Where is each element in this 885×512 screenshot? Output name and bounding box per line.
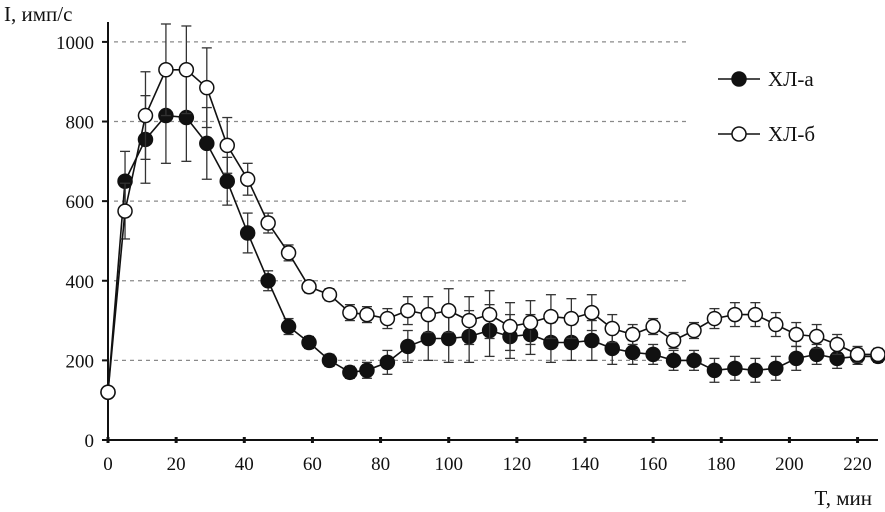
y-tick-label: 400 [66, 272, 95, 293]
data-point [829, 336, 845, 353]
data-point [137, 107, 154, 124]
data-point [563, 310, 580, 327]
data-point [342, 304, 358, 321]
data-point [239, 171, 256, 187]
data-point [768, 360, 784, 377]
data-point [502, 318, 518, 335]
tick-marks [102, 40, 860, 443]
data-point [706, 310, 723, 327]
x-tick-label: 40 [235, 454, 254, 475]
x-tick-label: 200 [775, 454, 804, 475]
data-point [604, 320, 620, 337]
data-point [522, 314, 539, 331]
data-point [359, 362, 375, 379]
data-point [543, 308, 559, 325]
data-point [321, 352, 338, 369]
series-layer [100, 23, 885, 400]
legend: ХЛ-а ХЛ-б [718, 67, 815, 146]
data-point [706, 362, 723, 379]
data-point [686, 352, 702, 369]
x-tick-label: 80 [371, 454, 390, 475]
data-point [870, 346, 885, 363]
data-point [280, 318, 297, 335]
x-tick-label: 0 [103, 454, 113, 475]
data-point [849, 346, 866, 363]
data-point [239, 225, 256, 241]
series-xl-b [100, 23, 885, 400]
data-point [260, 215, 276, 231]
x-tick-label: 20 [167, 454, 186, 475]
data-point [604, 340, 620, 357]
data-point [788, 350, 804, 367]
x-tick-label: 60 [303, 454, 322, 475]
axes [107, 22, 878, 441]
data-point [342, 364, 358, 381]
x-tick-label: 180 [707, 454, 736, 475]
data-point [420, 330, 437, 347]
data-point [665, 332, 682, 349]
y-tick-label: 800 [66, 113, 95, 134]
data-point [686, 322, 702, 339]
data-point [359, 306, 375, 323]
data-point [624, 326, 641, 343]
data-point [584, 304, 600, 321]
data-point [727, 360, 743, 377]
x-tick-label: 140 [571, 454, 600, 475]
legend-marker-xl-a [731, 71, 747, 87]
data-point [379, 310, 396, 327]
data-point [199, 135, 215, 152]
data-point [219, 137, 235, 154]
x-tick-label: 100 [434, 454, 463, 475]
data-point [199, 79, 215, 96]
data-point [768, 316, 784, 333]
data-point [584, 332, 600, 349]
data-point [624, 344, 641, 361]
data-point [808, 328, 825, 345]
y-axis-label: I, имп/с [4, 2, 72, 26]
data-point [219, 173, 235, 189]
legend-label-xl-b: ХЛ-б [768, 122, 815, 146]
data-point [400, 338, 416, 355]
data-point [178, 62, 195, 78]
data-point [481, 306, 498, 323]
data-point [400, 302, 416, 319]
data-point [727, 306, 743, 323]
x-tick-label: 160 [639, 454, 668, 475]
data-point [260, 273, 276, 289]
legend-marker-xl-b [731, 126, 747, 142]
data-point [747, 306, 764, 323]
data-point [379, 354, 396, 371]
y-tick-label: 0 [85, 431, 95, 452]
series-xl-a [100, 67, 885, 400]
y-tick-label: 200 [66, 351, 95, 372]
data-point [440, 302, 457, 319]
data-point [645, 318, 661, 335]
data-point [645, 346, 661, 363]
x-tick-label: 120 [503, 454, 532, 475]
data-point [461, 312, 477, 329]
data-point [301, 278, 317, 295]
y-tick-label: 600 [66, 192, 95, 213]
data-point [100, 384, 116, 400]
x-tick-label: 220 [843, 454, 872, 475]
data-point [301, 334, 317, 351]
data-point [420, 306, 437, 323]
data-point [117, 203, 133, 219]
data-point [158, 62, 174, 78]
data-point [808, 346, 825, 363]
y-tick-label: 1000 [56, 33, 94, 54]
data-point [280, 245, 297, 261]
data-point [788, 326, 804, 343]
tick-labels: 0 200 400 600 800 1000 0 20 40 60 80 100 120 140 160 18… [56, 33, 872, 475]
data-point [747, 362, 764, 379]
data-point [665, 352, 682, 369]
x-axis-label: T, мин [814, 486, 872, 510]
data-point [321, 286, 338, 303]
data-point [440, 330, 457, 347]
legend-label-xl-a: ХЛ-а [768, 67, 814, 91]
